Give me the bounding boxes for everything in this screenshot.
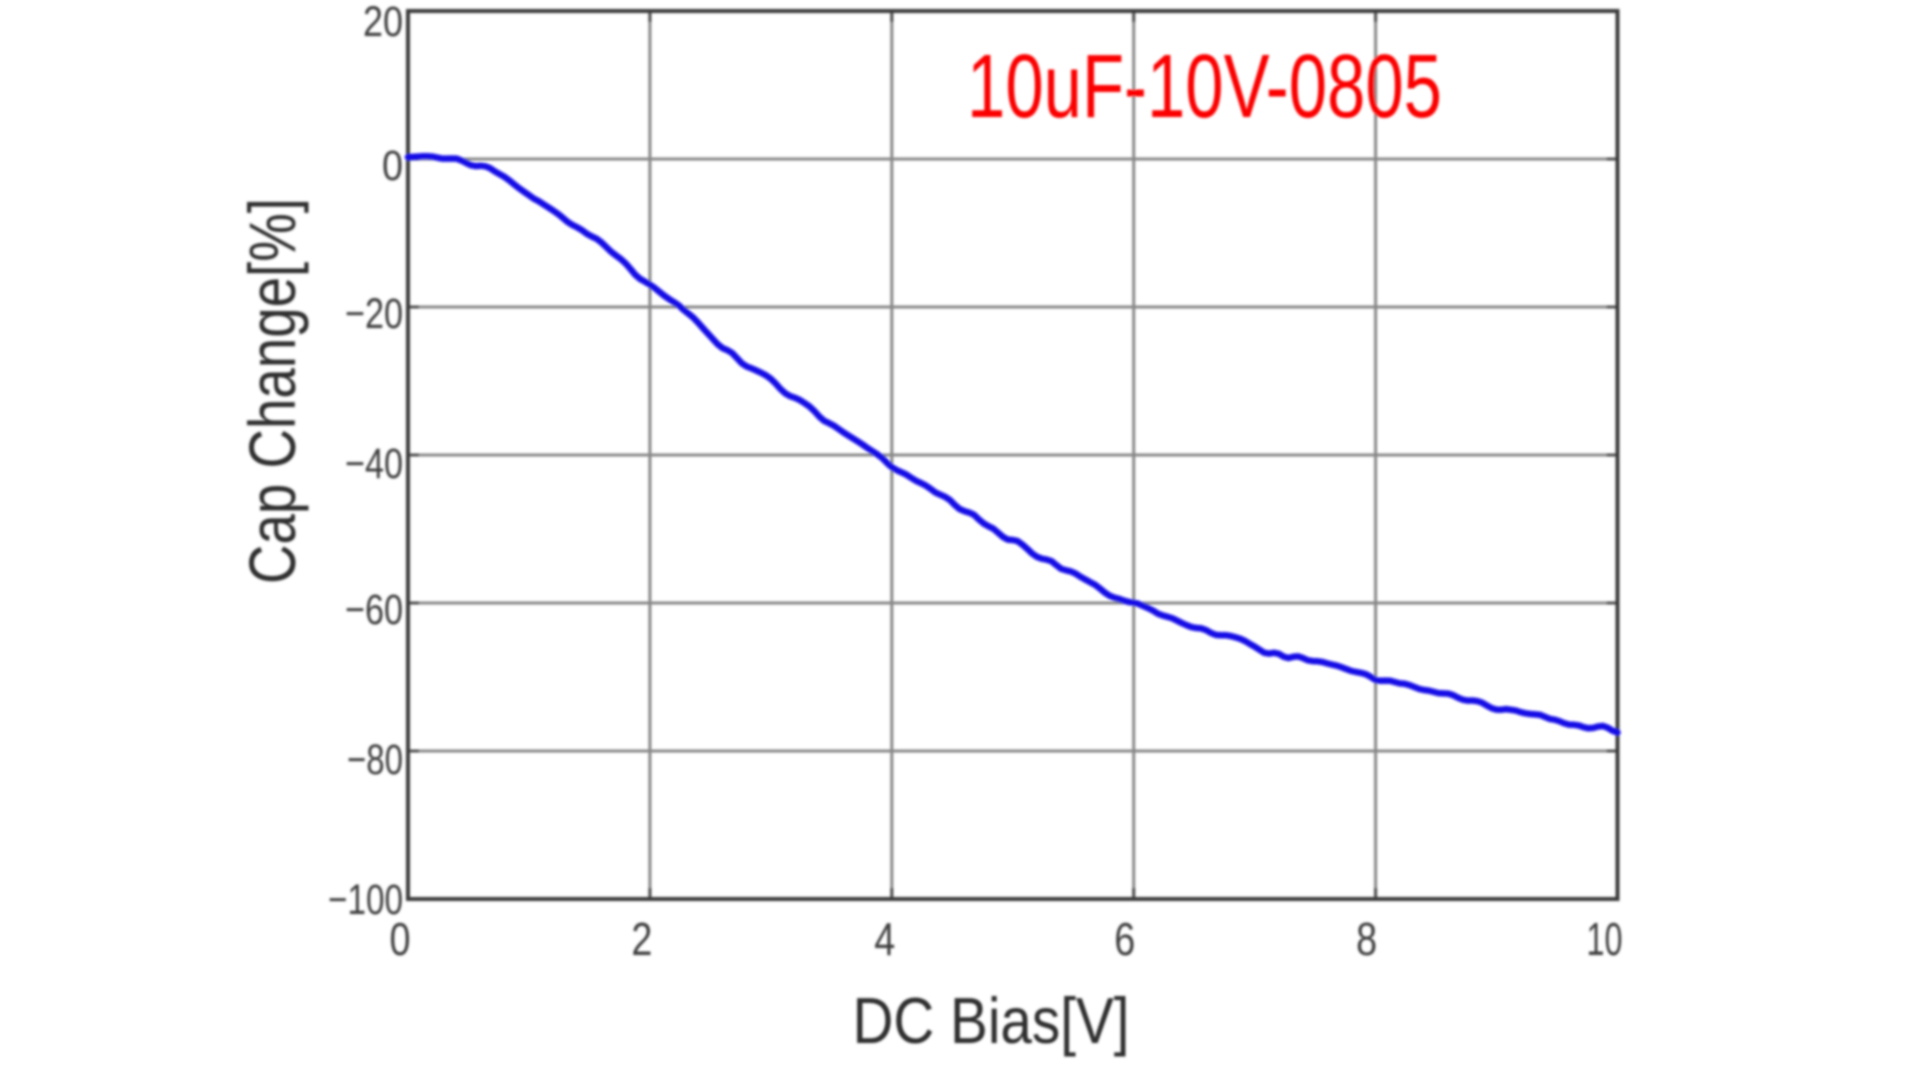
svg-text:2: 2 <box>631 913 652 965</box>
svg-text:−20: −20 <box>345 290 403 338</box>
svg-text:20: 20 <box>363 0 403 46</box>
svg-text:−60: −60 <box>345 586 403 634</box>
svg-text:10: 10 <box>1587 913 1623 965</box>
svg-text:−100: −100 <box>328 876 403 924</box>
svg-text:DC Bias[V]: DC Bias[V] <box>853 984 1130 1057</box>
svg-text:−40: −40 <box>345 440 403 488</box>
svg-text:−80: −80 <box>347 736 403 784</box>
svg-text:6: 6 <box>1114 913 1135 965</box>
svg-text:4: 4 <box>874 913 895 965</box>
svg-text:0: 0 <box>390 913 411 965</box>
svg-text:0: 0 <box>382 142 403 190</box>
svg-text:Cap Change[%]: Cap Change[%] <box>235 198 309 584</box>
svg-text:8: 8 <box>1356 913 1377 965</box>
svg-text:10uF-10V-0805: 10uF-10V-0805 <box>967 37 1442 137</box>
